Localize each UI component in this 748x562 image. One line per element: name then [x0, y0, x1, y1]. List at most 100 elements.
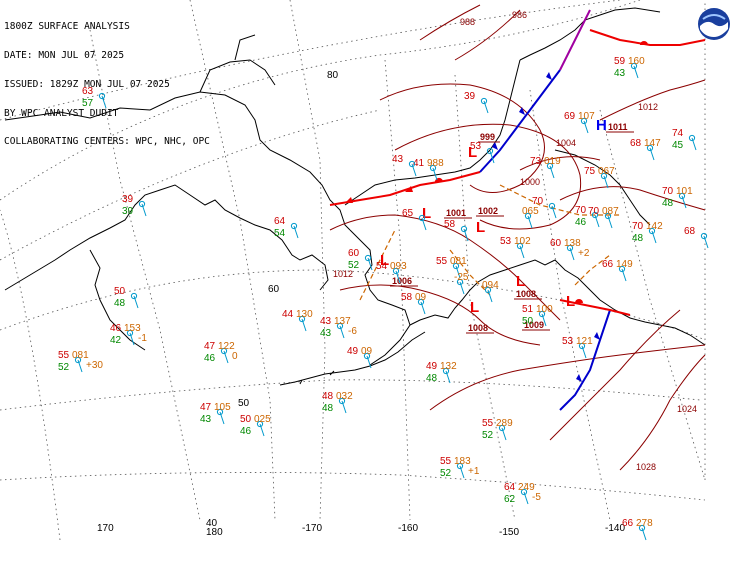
svg-text:-140: -140 — [605, 523, 625, 534]
wind-barb — [483, 100, 489, 114]
wind-barb — [489, 150, 495, 164]
chukotka-coast — [4, 184, 329, 291]
graticule-labels: 80 60 50 40 170 180 -170 -160 -150 -140 — [97, 70, 625, 538]
station-temperature: 44 — [282, 309, 294, 320]
wind-barb — [581, 345, 587, 359]
station-dewpoint: 57 — [82, 98, 94, 109]
station-temperature: 51 — [522, 304, 534, 315]
aleutian-chain — [279, 331, 426, 386]
alaska-north-slope — [344, 59, 521, 206]
station-dewpoint: 48 — [662, 198, 674, 209]
station-pressure: 137 — [334, 316, 351, 327]
station-temperature: 73 — [530, 156, 542, 167]
low-center: L 1001 — [422, 205, 472, 222]
station-temperature: 58 — [401, 292, 413, 303]
station-temperature: 47 — [204, 341, 216, 352]
station-dewpoint: 43 — [614, 68, 626, 79]
wind-barb — [541, 313, 547, 327]
wind-barb — [621, 268, 627, 282]
station-temperature: 55 — [58, 350, 70, 361]
station-plot: 55 081 — [436, 256, 467, 279]
station-temperature: 66 — [602, 259, 614, 270]
wind-barb — [519, 245, 525, 259]
station-plot: -25 — [454, 272, 469, 295]
station-temperature: 66 — [622, 518, 634, 529]
svg-text:1028: 1028 — [636, 462, 656, 472]
station-temperature: 74 — [672, 128, 684, 139]
station-dewpoint: 43 — [320, 328, 332, 339]
wind-barb — [459, 465, 465, 479]
wind-barb — [77, 359, 83, 373]
station-circle — [216, 408, 224, 416]
svg-text:60: 60 — [268, 284, 280, 295]
station-plot: 49 09 — [347, 346, 373, 369]
station-temperature: 55 — [440, 456, 452, 467]
station-dewpoint: 62 — [504, 494, 516, 505]
cold-front-line — [479, 69, 561, 173]
svg-text:1012: 1012 — [638, 102, 658, 112]
svg-text:-150: -150 — [499, 527, 519, 538]
station-pressure: 100 — [536, 304, 553, 315]
wind-barb — [651, 230, 657, 244]
svg-text:1011: 1011 — [608, 122, 628, 132]
station-pressure: 132 — [440, 361, 457, 372]
station-circle — [220, 347, 228, 355]
station-plot: 66 149 — [602, 259, 633, 282]
station-circle — [418, 214, 426, 222]
station-circle — [546, 162, 554, 170]
station-dewpoint: 52 — [348, 260, 360, 271]
station-circle — [600, 172, 608, 180]
station-dewpoint: 48 — [426, 373, 438, 384]
svg-text:L: L — [476, 219, 485, 236]
station-circle — [604, 212, 612, 220]
station-plot: 70 087 — [588, 206, 619, 229]
station-dewpoint: 43 — [200, 414, 212, 425]
header-centers: COLLABORATING CENTERS: WPC, NHC, OPC — [4, 136, 210, 148]
station-temperature: 49 — [347, 346, 359, 357]
wind-barb — [463, 228, 469, 242]
station-temperature: 55 — [436, 256, 448, 267]
station-temperature: 68 — [630, 138, 642, 149]
station-temperature: 53 — [500, 236, 512, 247]
station-pressure: 278 — [636, 518, 653, 529]
station-temperature: 70 — [662, 186, 674, 197]
station-plot: 39 — [464, 91, 489, 114]
station-circle — [338, 397, 346, 405]
station-circle — [580, 117, 588, 125]
wind-barb — [569, 247, 575, 261]
low-center: L 1009 — [522, 293, 575, 331]
station-pressure: 149 — [616, 259, 633, 270]
station-temperature: 39 — [122, 194, 134, 205]
station-dewpoint: 52 — [440, 468, 452, 479]
station-pressure: 289 — [496, 418, 513, 429]
low-center: L 1008 — [466, 299, 494, 334]
station-circle — [591, 211, 599, 219]
header-analyst: BY WPC ANALYST DUDIT — [4, 107, 119, 119]
wind-barb — [549, 165, 555, 179]
station-temperature: 48 — [322, 391, 334, 402]
station-pressure: 130 — [296, 309, 313, 320]
station-dewpoint: 48 — [632, 233, 644, 244]
station-temperature: 39 — [464, 91, 476, 102]
svg-text:40: 40 — [206, 518, 218, 529]
station-pressure: 093 — [390, 261, 407, 272]
station-temperature: 50 — [114, 286, 126, 297]
station-plot: 53 102 — [500, 236, 531, 259]
station-circle — [417, 298, 425, 306]
pressure-centers: L 1001 L 1002 L 1006 L 1008 L 1008 L 100… — [380, 117, 634, 334]
low-center: L 1008 — [514, 273, 542, 300]
svg-text:180: 180 — [206, 527, 223, 538]
svg-text:L: L — [516, 273, 525, 290]
wind-barb — [367, 257, 373, 271]
station-pressure: 09 — [361, 346, 373, 357]
station-temperature: 68 — [684, 226, 696, 237]
wind-barb — [487, 289, 493, 303]
wind-barb — [459, 281, 465, 295]
svg-text:988: 988 — [460, 17, 475, 27]
